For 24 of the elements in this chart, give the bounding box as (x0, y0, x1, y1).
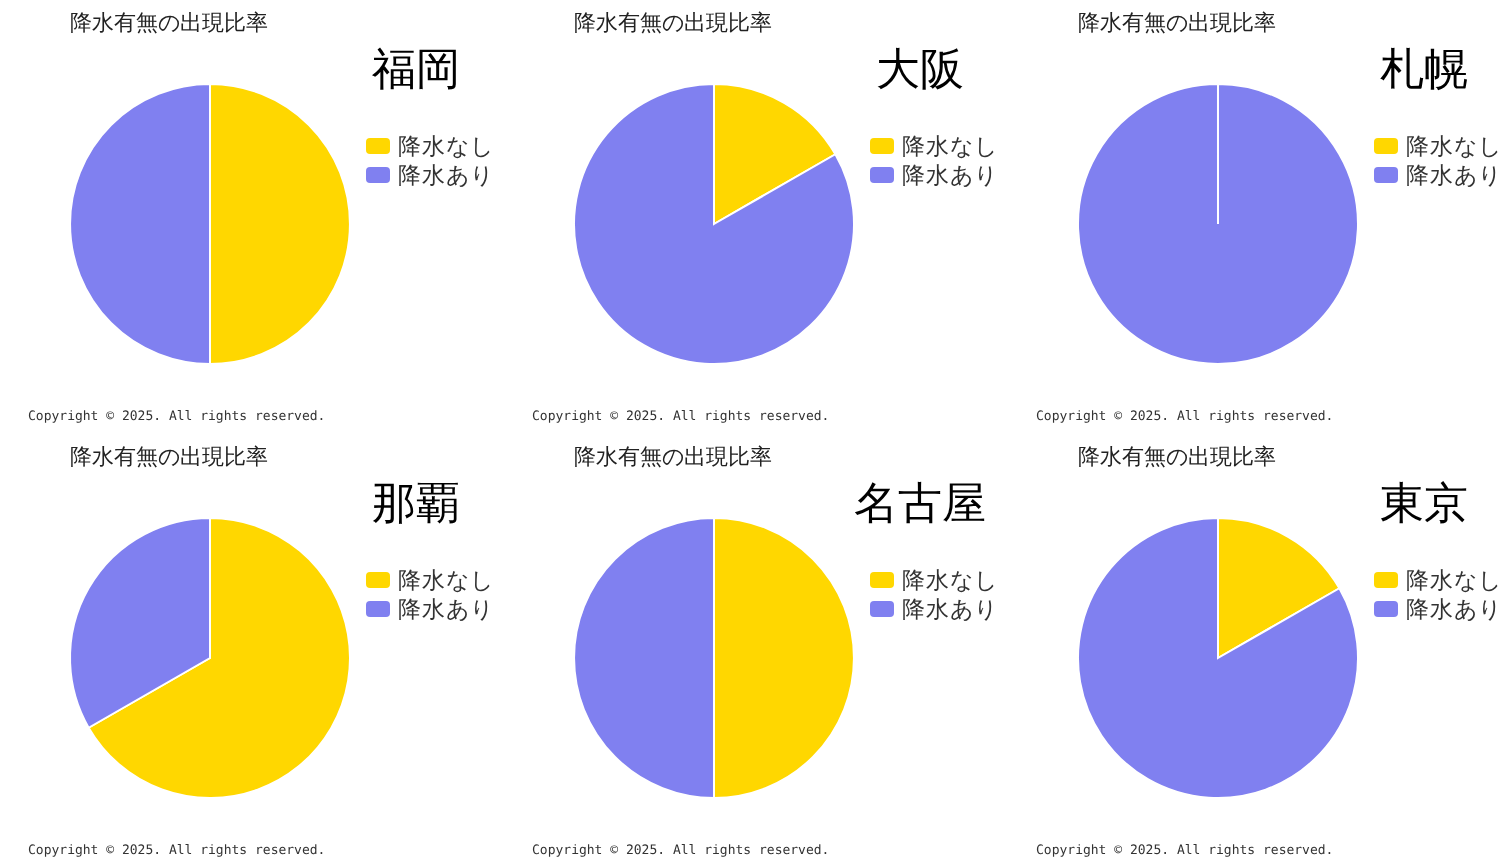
legend-label: 降水あり (902, 161, 998, 189)
chart-title: 大阪 (876, 46, 964, 96)
chart-title: 那覇 (372, 480, 460, 530)
legend-label: 降水なし (398, 566, 494, 594)
legend-label: 降水あり (1406, 161, 1502, 189)
chart-title: 東京 (1380, 480, 1468, 530)
chart-subtitle: 降水有無の出現比率 (70, 444, 268, 470)
chart-title: 名古屋 (854, 480, 986, 530)
legend-label: 降水あり (902, 595, 998, 623)
chart-subtitle: 降水有無の出現比率 (1078, 444, 1276, 470)
chart-title: 札幌 (1380, 46, 1468, 96)
legend-label: 降水なし (1406, 132, 1502, 160)
legend-label: 降水なし (398, 132, 494, 160)
legend-label: 降水なし (1406, 566, 1502, 594)
legend-label: 降水なし (902, 566, 998, 594)
chart-subtitle: 降水有無の出現比率 (1078, 10, 1276, 36)
chart-subtitle: 降水有無の出現比率 (574, 444, 772, 470)
legend-label: 降水あり (398, 595, 494, 623)
legend-label: 降水あり (398, 161, 494, 189)
chart-subtitle: 降水有無の出現比率 (574, 10, 772, 36)
legend-label: 降水なし (902, 132, 998, 160)
chart-title: 福岡 (372, 46, 460, 96)
legend-label: 降水あり (1406, 595, 1502, 623)
chart-subtitle: 降水有無の出現比率 (70, 10, 268, 36)
